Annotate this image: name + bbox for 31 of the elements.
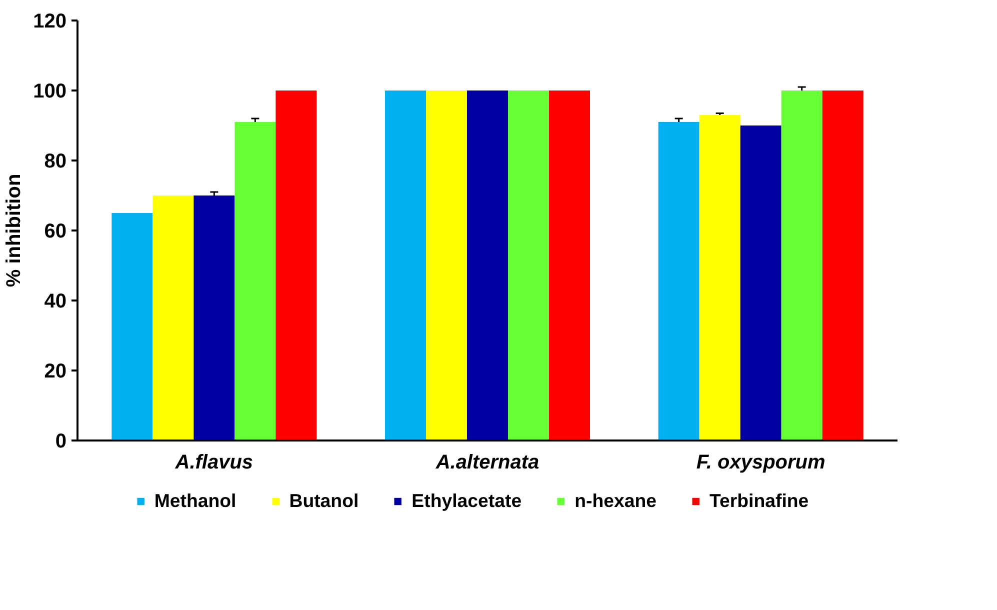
bar [699, 115, 740, 440]
legend-label: Methanol [154, 490, 236, 512]
bar [781, 90, 822, 440]
bar [276, 90, 317, 440]
bar [194, 196, 235, 440]
x-tick-label: F. oxysporum [696, 452, 826, 474]
y-tick-label: 0 [55, 430, 66, 452]
bar [152, 196, 194, 440]
legend-label: Ethylacetate [412, 490, 522, 512]
y-tick-label: 80 [44, 150, 67, 172]
x-tick-label: A.flavus [174, 452, 254, 474]
y-tick-label: 60 [44, 220, 67, 242]
y-tick-label: 40 [44, 290, 67, 312]
legend-label: Terbinafine [709, 490, 809, 512]
bar [112, 213, 153, 440]
bar [234, 122, 276, 440]
bar [740, 126, 782, 440]
y-axis-title: % inhibition [3, 174, 26, 288]
x-tick-label: A.alternata [434, 452, 540, 474]
bar [467, 90, 508, 440]
bar [508, 90, 549, 440]
legend-label: Butanol [289, 490, 359, 512]
bar [426, 90, 467, 440]
bar [658, 122, 700, 440]
bar [385, 90, 426, 440]
y-tick-label: 20 [44, 360, 67, 382]
y-tick-label: 100 [33, 80, 67, 102]
bar [549, 90, 590, 440]
bar [822, 90, 864, 440]
legend-label: n-hexane [574, 490, 656, 512]
y-tick-label: 120 [33, 10, 67, 32]
